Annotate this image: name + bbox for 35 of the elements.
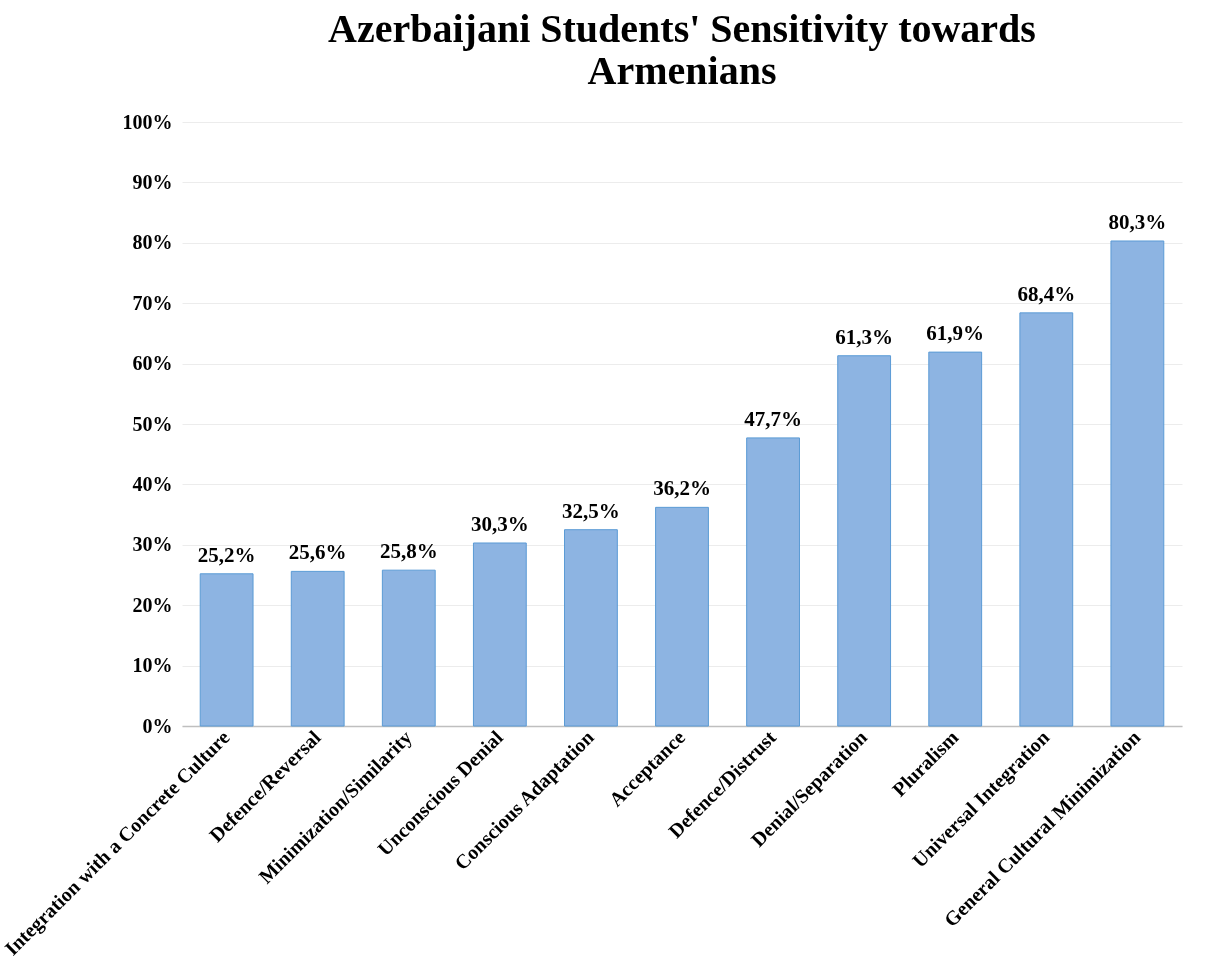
y-tick-label: 50% [132, 412, 173, 435]
data-label: 32,5% [562, 498, 620, 523]
data-label: 25,6% [288, 540, 347, 565]
y-tick-label: 80% [132, 231, 173, 254]
data-label: 25,2% [197, 542, 256, 567]
bar [1110, 240, 1165, 727]
text: Armenians [587, 48, 777, 93]
data-label: 25,8% [379, 539, 438, 564]
bar [564, 529, 618, 727]
data-label: 36,2% [653, 476, 711, 501]
bar [381, 569, 436, 727]
bar [746, 437, 800, 727]
y-tick-label: 90% [132, 170, 173, 193]
bar [655, 506, 709, 727]
bar [928, 351, 983, 727]
data-label: 61,3% [835, 324, 894, 349]
y-tick-label: 100% [122, 110, 173, 133]
bar [1019, 312, 1074, 727]
y-tick-label: 30% [132, 533, 173, 556]
bar [290, 570, 345, 727]
data-label: 68,4% [1017, 281, 1076, 306]
y-tick-label: 70% [132, 291, 173, 314]
y-tick-label: 60% [132, 352, 173, 375]
data-label: 47,7% [744, 406, 802, 431]
data-label: 30,3% [470, 511, 529, 536]
bar [472, 542, 527, 727]
y-tick-label: 40% [132, 472, 173, 495]
bar [837, 355, 892, 727]
data-label: 61,9% [926, 321, 985, 346]
y-tick-label: 10% [132, 654, 173, 677]
y-tick-label: 20% [132, 593, 173, 616]
bar [199, 573, 254, 727]
text: Azerbaijani Students' Sensitivity towards [328, 6, 1036, 51]
data-label: 80,3% [1108, 209, 1167, 234]
y-tick-label: 0% [142, 714, 173, 737]
